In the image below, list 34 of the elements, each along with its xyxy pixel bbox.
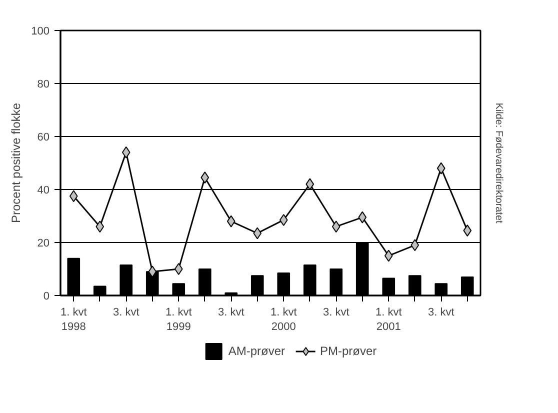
point <box>358 211 367 224</box>
y-tick-label: 0 <box>43 290 50 302</box>
point <box>148 266 157 278</box>
y-tick-label: 100 <box>31 26 50 38</box>
point <box>410 239 420 252</box>
y-tick-label: 40 <box>37 184 50 196</box>
point <box>174 263 183 275</box>
x-tick-label: 3. kvt <box>218 306 244 318</box>
x-tick-label: 1. kvt 1999 <box>165 306 192 333</box>
y-tick-label: 60 <box>37 132 50 144</box>
x-tick-label: 1. kvt 2000 <box>270 306 297 333</box>
x-tick-label: 3. kvt <box>112 306 140 318</box>
point <box>332 220 340 233</box>
point <box>306 178 314 190</box>
point <box>200 172 210 184</box>
point <box>226 215 236 228</box>
x-tick-label: 3. kvt <box>322 306 350 318</box>
y-tick-label: 80 <box>37 78 50 90</box>
y-axis-title: Procent positive flokke <box>9 102 24 224</box>
point <box>463 224 472 237</box>
legend-label: PM-prøver <box>320 344 377 358</box>
point <box>436 162 446 174</box>
x-tick-label: 3. kvt <box>428 306 454 318</box>
text: Kilde: Fødevaredirektoratet <box>493 102 504 224</box>
point <box>253 227 262 240</box>
legend-label: AM-prøver <box>228 344 285 358</box>
x-tick-label: 1. kvt 2001 <box>375 306 402 333</box>
point <box>384 250 393 262</box>
point <box>96 220 104 233</box>
point <box>122 146 130 158</box>
x-tick-label: 1. kvt 1998 <box>60 306 87 333</box>
y-tick-label: 20 <box>37 238 50 250</box>
point <box>279 214 288 226</box>
point <box>69 190 78 202</box>
